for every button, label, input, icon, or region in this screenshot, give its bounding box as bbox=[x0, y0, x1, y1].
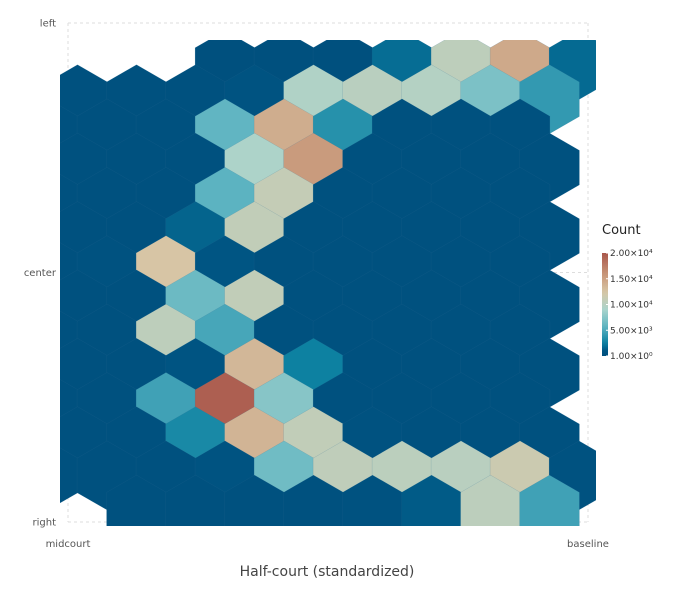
y-tick-label: right bbox=[33, 518, 57, 529]
x-tick-label: baseline bbox=[567, 539, 609, 550]
legend-tick-labels: 1.00×10⁰ 5.00×10³ 1.00×10⁴ 1.50×10⁴ 2.00×10⁴ bbox=[606, 249, 653, 362]
hexbin-cells bbox=[60, 40, 596, 526]
legend-tick-label: 2.00×10⁴ bbox=[610, 249, 653, 259]
legend-tick-label: 1.00×10⁰ bbox=[610, 352, 653, 362]
legend-tick-label: 5.00×10³ bbox=[610, 326, 653, 336]
x-axis-title: Half-court (standardized) bbox=[240, 564, 415, 580]
y-tick-label: left bbox=[40, 19, 56, 30]
color-legend: Count 1.00×10⁰ 5.00×10³ 1.00×10⁴ 1.50×10⁴ 2.… bbox=[602, 223, 653, 362]
y-tick-label: center bbox=[24, 268, 57, 279]
x-tick-label: midcourt bbox=[46, 539, 91, 550]
legend-tick-label: 1.50×10⁴ bbox=[610, 275, 653, 285]
legend-colorbar bbox=[602, 253, 608, 356]
legend-title: Count bbox=[602, 223, 641, 238]
legend-tick-label: 1.00×10⁴ bbox=[610, 301, 653, 311]
y-tick-labels: left center right bbox=[24, 19, 57, 529]
x-tick-labels: midcourt baseline bbox=[46, 539, 609, 550]
hex-bin bbox=[519, 474, 580, 526]
